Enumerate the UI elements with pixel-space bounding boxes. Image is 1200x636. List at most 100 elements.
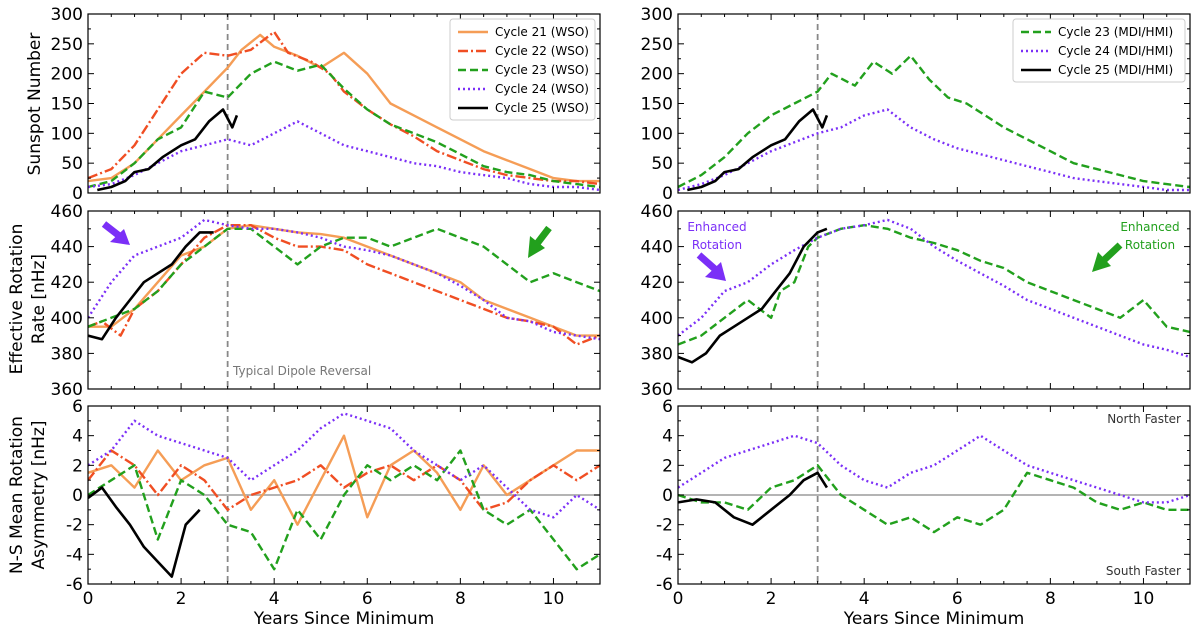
y-tick-label: 4 xyxy=(72,427,83,447)
x-tick-label: 8 xyxy=(1045,589,1056,609)
x-tick-label: 0 xyxy=(83,589,94,609)
series-group xyxy=(88,218,600,346)
series-line-cycle24 xyxy=(88,120,600,192)
series-group xyxy=(678,218,1190,364)
x-tick-label: 0 xyxy=(673,589,684,609)
y-tick-label: 380 xyxy=(51,344,83,364)
arrow-purple-left xyxy=(101,221,130,245)
legend-label-cycle21: Cycle 21 (WSO) xyxy=(495,25,589,39)
y-tick-label: 150 xyxy=(51,95,83,115)
series-line-cycle24 xyxy=(88,412,600,519)
y-tick-label: 0 xyxy=(72,486,83,506)
series-line-cycle21 xyxy=(88,434,600,526)
panel-asymmetry-mdi: 0 2 4 6 8 10 -6 -4 -2 0 2 4 6 xyxy=(656,397,1191,609)
series-line-cycle23 xyxy=(88,227,600,328)
y-tick-label: -2 xyxy=(66,516,83,536)
axes-frame xyxy=(677,210,1191,390)
enhanced-rotation-purple-line1: Enhanced xyxy=(687,220,746,234)
arrow-green-left xyxy=(528,225,552,258)
ylabel-rotation-line2: Rate [nHz] xyxy=(29,254,49,344)
y-tick-label: 0 xyxy=(662,486,673,506)
series-line-cycle23 xyxy=(678,54,1190,189)
y-tick-label: 380 xyxy=(641,344,673,364)
y-tick-label: 440 xyxy=(641,238,673,258)
x-tick-label: 2 xyxy=(766,589,777,609)
y-tick-label: 150 xyxy=(641,95,673,115)
y-tick-label: 440 xyxy=(51,238,83,258)
legend-box xyxy=(449,18,596,121)
series-line-cycle22 xyxy=(88,30,600,186)
legend-label-cycle24: Cycle 24 (WSO) xyxy=(495,82,589,96)
south-faster-label: South Faster xyxy=(1106,564,1181,578)
y-tick-label: -6 xyxy=(656,575,673,595)
legend: Cycle 21 (WSO) Cycle 22 (WSO) Cycle 23 (WS… xyxy=(449,18,596,121)
y-tick-label: 250 xyxy=(51,35,83,55)
y-tick-label: 360 xyxy=(51,380,83,400)
x-tick-label: 6 xyxy=(952,589,963,609)
y-tick-label: 400 xyxy=(641,309,673,329)
y-tick-label: 6 xyxy=(662,397,673,417)
y-tick-label: 100 xyxy=(51,124,83,144)
enhanced-rotation-purple-line2: Rotation xyxy=(692,238,742,252)
y-tick-label: 0 xyxy=(662,184,673,204)
north-faster-label: North Faster xyxy=(1107,412,1181,426)
y-tick-label: 2 xyxy=(72,456,83,476)
y-tick-label: 420 xyxy=(641,273,673,293)
x-tick-label: 8 xyxy=(455,589,466,609)
y-tick-label: 200 xyxy=(51,65,83,85)
legend-label-cycle25: Cycle 25 (WSO) xyxy=(495,101,589,115)
legend-box xyxy=(1012,18,1186,83)
xlabel-left: Years Since Minimum xyxy=(253,609,435,629)
x-tick-label: 6 xyxy=(362,589,373,609)
y-tick-label: 420 xyxy=(51,273,83,293)
legend: Cycle 23 (MDI/HMI) Cycle 24 (MDI/HMI) Cycl… xyxy=(1012,18,1186,83)
series-line-cycle23 xyxy=(678,464,1190,534)
series-line-cycle25 xyxy=(88,486,201,578)
series-line-cycle24 xyxy=(678,434,1190,504)
series-line-cycle21 xyxy=(88,224,600,337)
x-tick-label: 2 xyxy=(176,589,187,609)
ylabel-sunspot: Sunspot Number xyxy=(25,33,45,176)
arrow-green-right xyxy=(1092,242,1123,272)
series-group xyxy=(678,434,1190,534)
series-line-cycle25 xyxy=(687,108,829,192)
x-tick-label: 4 xyxy=(269,589,280,609)
legend-label-cycle23: Cycle 23 (WSO) xyxy=(495,63,589,77)
x-tick-label: 10 xyxy=(543,589,565,609)
series-line-cycle24 xyxy=(678,108,1190,192)
panel-rotation-mdi: 360 380 400 420 440 460 xyxy=(641,202,1191,400)
panel-sunspot-wso: 0 50 100 150 200 250 300 Cycle 21 (WSO) Cycle 22… xyxy=(51,5,601,204)
ylabel-asymmetry-line1: N-S Mean Rotation xyxy=(7,416,27,574)
legend-label-cycle22: Cycle 22 (WSO) xyxy=(495,44,589,58)
series-line-cycle22 xyxy=(88,449,600,511)
x-tick-label: 4 xyxy=(859,589,870,609)
ylabel-asymmetry-line2: Asymmetry [nHz] xyxy=(29,421,49,570)
ylabel-rotation-line1: Effective Rotation xyxy=(7,224,27,375)
arrow-purple-right xyxy=(696,252,726,281)
enhanced-rotation-green-line1: Enhanced xyxy=(1120,220,1179,234)
legend-label-cycle25: Cycle 25 (MDI/HMI) xyxy=(1058,63,1173,77)
series-line-cycle24 xyxy=(88,218,600,341)
y-tick-label: 460 xyxy=(641,202,673,222)
panel-rotation-wso: 360 380 400 420 440 460 xyxy=(51,202,601,400)
xlabel-right: Years Since Minimum xyxy=(843,609,1025,629)
y-tick-label: 2 xyxy=(662,456,673,476)
series-group xyxy=(88,30,600,192)
y-tick-label: 100 xyxy=(641,124,673,144)
y-tick-label: 200 xyxy=(641,65,673,85)
series-line-cycle25 xyxy=(678,471,829,526)
y-tick-label: -2 xyxy=(656,516,673,536)
series-line-cycle25 xyxy=(678,227,828,364)
series-group xyxy=(678,54,1190,192)
legend-label-cycle24: Cycle 24 (MDI/HMI) xyxy=(1058,44,1173,58)
y-tick-label: 360 xyxy=(641,380,673,400)
series-line-cycle25 xyxy=(97,108,239,192)
dipole-reversal-label: Typical Dipole Reversal xyxy=(232,364,371,378)
y-tick-label: -4 xyxy=(656,545,673,565)
y-tick-label: 50 xyxy=(61,154,83,174)
series-line-cycle23 xyxy=(88,449,600,571)
y-tick-label: -4 xyxy=(66,545,83,565)
y-tick-label: 460 xyxy=(51,202,83,222)
y-tick-label: 300 xyxy=(51,5,83,25)
